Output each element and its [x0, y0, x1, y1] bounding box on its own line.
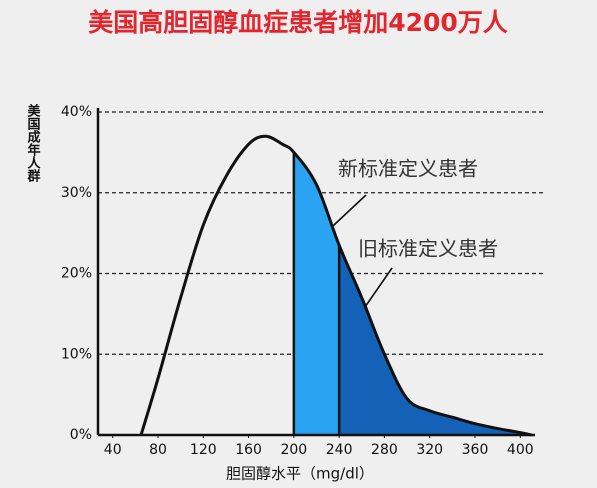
x-tick-label: 40: [104, 442, 122, 458]
y-axis-label: 美国成年人群: [25, 103, 41, 183]
x-tick-label: 240: [326, 442, 353, 458]
y-tick-label: 40%: [61, 104, 92, 120]
y-tick-label: 10%: [61, 346, 92, 362]
x-tick-label: 280: [371, 442, 398, 458]
x-tick-label: 200: [280, 442, 307, 458]
x-axis-label: 胆固醇水平（mg/dl）: [226, 465, 374, 483]
x-tick-label: 80: [149, 442, 167, 458]
y-tick-label: 0%: [70, 427, 92, 443]
shaded-region: [293, 152, 340, 435]
x-tick-label: 160: [235, 442, 262, 458]
shaded-region: [339, 245, 532, 435]
y-tick-label: 30%: [61, 185, 92, 201]
annotation: 旧标准定义患者: [358, 237, 498, 261]
curve: [139, 134, 532, 437]
x-tick-label: 400: [507, 442, 534, 458]
chart-title: 美国高胆固醇血症患者增加4200万人: [88, 8, 508, 37]
y-axis-label-text: 美国成年人群: [25, 103, 41, 183]
x-tick-label: 360: [462, 442, 489, 458]
y-tick-label: 20%: [61, 266, 92, 282]
x-tick-label: 120: [190, 442, 217, 458]
annotation: 新标准定义患者: [338, 157, 478, 181]
x-tick-label: 320: [416, 442, 443, 458]
